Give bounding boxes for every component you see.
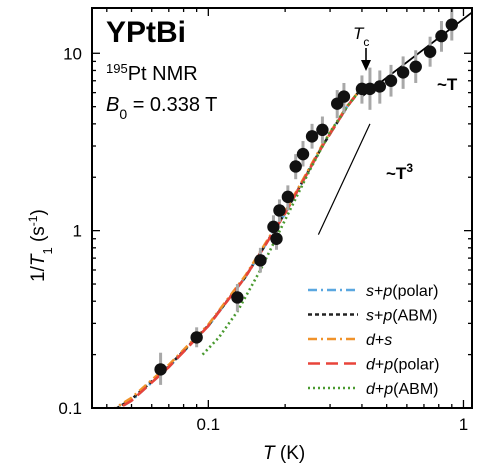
tc-label: Tc — [353, 24, 369, 49]
y-tick-label: 1 — [73, 222, 82, 241]
data-point — [231, 291, 244, 304]
x-tick-label: 0.1 — [197, 415, 221, 434]
legend: s+p(polar) s+p(ABM) d+s d+p(polar) d+p(ABM) — [308, 283, 439, 398]
plot-content — [112, 8, 472, 408]
data-point — [423, 45, 437, 58]
data-point — [154, 363, 167, 376]
data-point — [316, 123, 329, 137]
data-point — [445, 18, 458, 31]
y-tick-label: 0.1 — [58, 399, 82, 418]
x-axis-label: T (K) — [263, 443, 305, 464]
data-point — [254, 254, 267, 267]
linear-guide-label: ~T — [437, 75, 458, 94]
y-tick-label: 10 — [63, 44, 82, 63]
data-point — [373, 80, 387, 93]
data-point — [409, 60, 422, 73]
nmr-nucleus-label: 195Pt NMR — [106, 61, 198, 86]
field-label: B0 = 0.338 T — [106, 94, 217, 122]
model-curve-3 — [116, 86, 363, 408]
data-point — [363, 82, 377, 96]
data-point — [281, 190, 295, 204]
legend-label: d+p(ABM) — [366, 381, 438, 398]
data-point — [305, 130, 319, 143]
chart-title: YPtBi — [106, 16, 186, 49]
x-tick-label: 1 — [459, 415, 468, 434]
legend-label: d+p(polar) — [366, 357, 439, 374]
legend-label: s+p(ABM) — [366, 308, 438, 325]
cubic-guide-label: ~T3 — [386, 161, 413, 183]
data-point — [396, 66, 410, 79]
data-point — [273, 204, 286, 217]
plot-frame — [91, 7, 473, 409]
data-point — [296, 147, 310, 161]
cubic-guide-line — [317, 123, 371, 235]
data-point — [289, 160, 302, 173]
legend-label: s+p(polar) — [366, 283, 438, 300]
legend-label: d+s — [366, 332, 392, 349]
data-point — [384, 74, 398, 87]
data-point — [190, 331, 203, 344]
data-point — [270, 232, 283, 245]
data-point — [337, 90, 351, 103]
data-point — [435, 29, 448, 43]
axis-ticks: 0.1 1 0.1 1 10 — [58, 8, 472, 434]
data-point — [267, 220, 280, 234]
tc-arrow — [361, 48, 371, 71]
y-axis-label: 1/T1 (s-1) — [26, 209, 55, 282]
